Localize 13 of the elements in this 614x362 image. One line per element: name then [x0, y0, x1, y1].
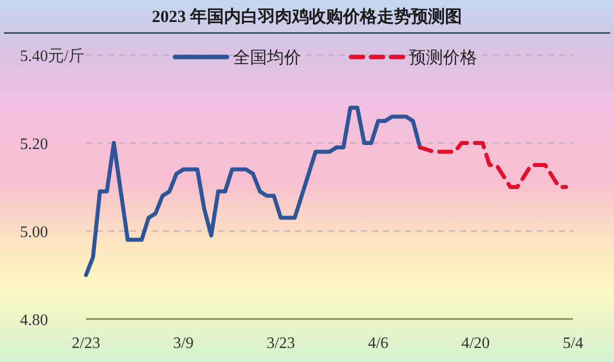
- x-tick-label: 4/20: [461, 335, 490, 352]
- legend-label: 预测价格: [409, 48, 477, 67]
- legend-label: 全国均价: [233, 48, 301, 67]
- chart-title: 2023 年国内白羽肉鸡收购价格走势预测图: [152, 7, 462, 26]
- x-tick-label: 5/4: [562, 335, 584, 352]
- y-tick-label: 4.80: [20, 312, 48, 329]
- y-tick-label: 5.40元/斤: [20, 47, 84, 65]
- x-tick-label: 2/23: [72, 335, 100, 352]
- x-tick-label: 4/6: [368, 335, 388, 352]
- y-tick-label: 5.20: [20, 136, 48, 153]
- x-tick-label: 3/23: [266, 335, 296, 352]
- y-tick-label: 5.00: [20, 224, 48, 241]
- x-tick-label: 3/9: [173, 335, 194, 352]
